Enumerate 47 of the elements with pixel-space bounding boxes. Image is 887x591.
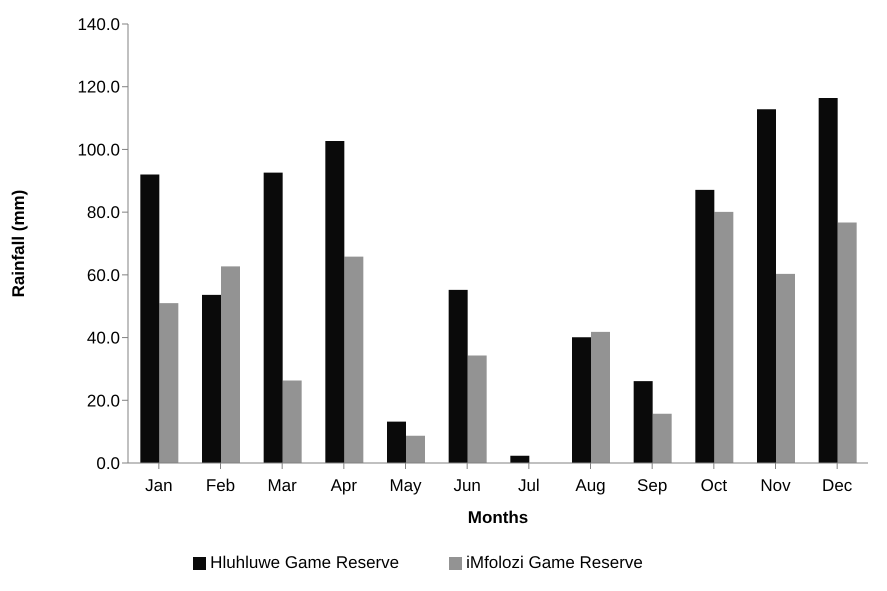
- x-tick-label: Jul: [518, 476, 540, 496]
- bar: [510, 456, 530, 463]
- x-tick-label: Apr: [330, 476, 358, 496]
- x-tick-label: Dec: [822, 476, 853, 496]
- bar: [325, 140, 344, 463]
- bar: [221, 266, 240, 463]
- bar: [387, 422, 406, 463]
- bar: [159, 303, 178, 463]
- x-tick-label: Sep: [637, 476, 668, 496]
- x-axis-title: Months: [468, 508, 528, 527]
- bar: [406, 436, 425, 463]
- bar: [652, 414, 672, 463]
- x-tick-label: Nov: [760, 476, 792, 496]
- bar: [572, 337, 591, 463]
- bar: [818, 98, 838, 463]
- bar: [140, 174, 160, 463]
- x-tick-label: Jun: [453, 476, 481, 496]
- bar: [757, 109, 776, 463]
- x-tick-label: Oct: [700, 476, 728, 496]
- bar: [695, 190, 714, 463]
- bar: [264, 172, 283, 463]
- bar: [468, 355, 487, 463]
- y-tick-label: 40.0: [86, 328, 120, 348]
- y-tick-label: 80.0: [86, 203, 120, 222]
- bar: [776, 274, 795, 463]
- y-tick-label: 20.0: [86, 391, 120, 410]
- x-tick-label: Jan: [145, 476, 173, 496]
- bar: [591, 332, 610, 463]
- y-tick-label: 120.0: [77, 78, 120, 97]
- y-tick-label: 100.0: [77, 140, 120, 160]
- legend-label: Hluhluwe Game Reserve: [210, 553, 400, 572]
- y-tick-label: 0.0: [96, 454, 120, 474]
- bar: [344, 256, 364, 463]
- y-tick-label: 140.0: [77, 15, 120, 34]
- bar: [202, 294, 221, 463]
- bar: [448, 290, 468, 463]
- x-tick-label: May: [389, 476, 422, 496]
- x-tick-label: Mar: [268, 476, 298, 496]
- bar: [282, 380, 302, 463]
- bar: [634, 381, 653, 463]
- legend-label: iMfolozi Game Reserve: [466, 553, 643, 572]
- bar: [838, 222, 857, 463]
- bar: [714, 212, 734, 463]
- x-tick-label: Aug: [575, 476, 606, 496]
- x-tick-label: Feb: [206, 476, 236, 496]
- y-axis-title: Rainfall (mm): [9, 190, 28, 298]
- y-tick-label: 60.0: [86, 266, 120, 285]
